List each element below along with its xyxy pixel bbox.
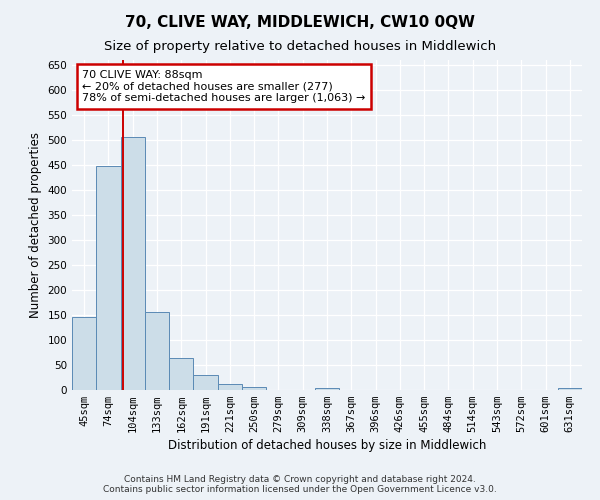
Bar xyxy=(242,386,266,390)
Bar xyxy=(169,358,193,390)
X-axis label: Distribution of detached houses by size in Middlewich: Distribution of detached houses by size … xyxy=(168,440,486,452)
Text: 70, CLIVE WAY, MIDDLEWICH, CW10 0QW: 70, CLIVE WAY, MIDDLEWICH, CW10 0QW xyxy=(125,15,475,30)
Bar xyxy=(145,312,169,390)
Bar xyxy=(96,166,121,390)
Text: Size of property relative to detached houses in Middlewich: Size of property relative to detached ho… xyxy=(104,40,496,53)
Text: Contains HM Land Registry data © Crown copyright and database right 2024.
Contai: Contains HM Land Registry data © Crown c… xyxy=(103,474,497,494)
Bar xyxy=(558,388,582,390)
Bar xyxy=(315,388,339,390)
Bar xyxy=(193,375,218,390)
Bar xyxy=(121,137,145,390)
Y-axis label: Number of detached properties: Number of detached properties xyxy=(29,132,42,318)
Bar xyxy=(218,384,242,390)
Bar xyxy=(72,316,96,390)
Text: 70 CLIVE WAY: 88sqm
← 20% of detached houses are smaller (277)
78% of semi-detac: 70 CLIVE WAY: 88sqm ← 20% of detached ho… xyxy=(82,70,365,103)
